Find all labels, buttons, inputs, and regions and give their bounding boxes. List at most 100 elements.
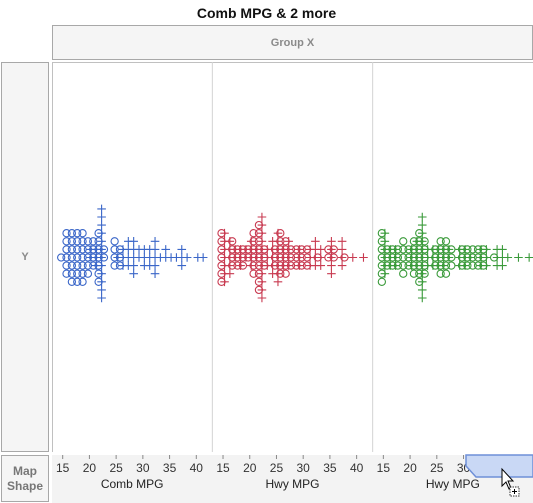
point-plus bbox=[257, 212, 267, 222]
point-plus bbox=[129, 269, 138, 278]
point-circle bbox=[110, 245, 119, 254]
point-plus bbox=[337, 253, 347, 262]
point-plus bbox=[503, 253, 513, 262]
point-plus bbox=[257, 220, 267, 230]
x-axis-label: Comb MPG bbox=[101, 477, 164, 491]
point-plus bbox=[273, 228, 283, 238]
point-plus bbox=[359, 253, 368, 262]
point-circle bbox=[67, 269, 77, 278]
point-circle bbox=[78, 237, 87, 246]
point-plus bbox=[97, 220, 106, 230]
point-plus bbox=[466, 253, 475, 262]
point-circle bbox=[67, 253, 77, 262]
point-plus bbox=[444, 245, 454, 254]
point-circle bbox=[57, 253, 66, 262]
drag-indicator[interactable] bbox=[465, 454, 533, 497]
point-plus bbox=[284, 245, 293, 254]
point-circle bbox=[67, 245, 77, 254]
y-drop-zone[interactable]: Y bbox=[1, 62, 49, 452]
point-circle bbox=[249, 229, 258, 238]
x-tick-label: 40 bbox=[350, 461, 364, 475]
point-plus bbox=[257, 269, 267, 278]
point-circle bbox=[62, 245, 71, 254]
point-plus bbox=[524, 253, 533, 262]
point-plus bbox=[482, 261, 491, 270]
point-circle bbox=[62, 237, 71, 246]
point-plus bbox=[97, 237, 106, 246]
point-circle bbox=[78, 269, 87, 278]
point-circle bbox=[399, 269, 408, 278]
x-tick-label: 20 bbox=[243, 461, 257, 475]
panel-2-marks bbox=[217, 212, 368, 303]
point-plus bbox=[316, 261, 326, 270]
point-plus bbox=[295, 245, 304, 254]
x-tick-label: 20 bbox=[83, 461, 97, 475]
point-circle bbox=[73, 269, 82, 278]
point-plus bbox=[380, 228, 390, 238]
point-plus bbox=[177, 245, 187, 254]
point-circle bbox=[281, 269, 290, 278]
point-circle bbox=[73, 253, 82, 262]
point-circle bbox=[67, 277, 77, 286]
x-tick-label: 25 bbox=[430, 461, 444, 475]
point-plus bbox=[391, 261, 400, 270]
point-plus bbox=[482, 245, 491, 254]
x-tick-label: 40 bbox=[190, 461, 204, 475]
point-plus bbox=[311, 237, 320, 246]
map-shape-drop-zone[interactable]: Map Shape bbox=[1, 455, 49, 502]
point-plus bbox=[150, 245, 160, 254]
point-circle bbox=[73, 229, 82, 238]
x-tick-label: 15 bbox=[377, 461, 391, 475]
point-plus bbox=[97, 269, 106, 278]
point-plus bbox=[417, 285, 427, 295]
point-circle bbox=[62, 229, 71, 238]
point-circle bbox=[62, 253, 71, 262]
point-plus bbox=[482, 253, 491, 262]
point-plus bbox=[417, 237, 427, 246]
point-plus bbox=[514, 253, 523, 262]
point-circle bbox=[62, 269, 71, 278]
point-plus bbox=[391, 253, 400, 262]
point-plus bbox=[380, 269, 390, 278]
point-circle bbox=[83, 269, 93, 278]
point-plus bbox=[417, 228, 427, 238]
point-circle bbox=[78, 277, 87, 286]
point-plus bbox=[295, 261, 304, 270]
point-plus bbox=[327, 269, 336, 278]
point-plus bbox=[225, 261, 235, 270]
point-plus bbox=[327, 253, 336, 262]
point-plus bbox=[236, 261, 245, 270]
point-circle bbox=[441, 237, 451, 246]
x-axis-label: Hwy MPG bbox=[426, 477, 480, 491]
point-plus bbox=[460, 261, 470, 270]
point-plus bbox=[273, 237, 283, 246]
point-plus bbox=[327, 261, 336, 270]
x-tick-label: 15 bbox=[56, 461, 70, 475]
point-circle bbox=[110, 261, 119, 270]
point-plus bbox=[246, 261, 256, 270]
panel-1-marks bbox=[57, 204, 208, 303]
point-circle bbox=[67, 237, 77, 246]
point-circle bbox=[62, 261, 71, 270]
point-plus bbox=[417, 212, 427, 222]
point-plus bbox=[316, 253, 326, 262]
panel-3-marks bbox=[377, 212, 533, 303]
point-plus bbox=[97, 261, 106, 270]
point-circle bbox=[73, 261, 82, 270]
point-plus bbox=[97, 285, 106, 295]
point-circle bbox=[67, 229, 77, 238]
point-circle bbox=[436, 269, 445, 278]
point-plus bbox=[97, 212, 106, 222]
point-plus bbox=[327, 237, 336, 246]
point-plus bbox=[284, 261, 293, 270]
point-plus bbox=[284, 237, 293, 246]
drag-highlight[interactable] bbox=[465, 454, 533, 478]
point-plus bbox=[380, 237, 390, 246]
point-plus bbox=[150, 237, 160, 246]
point-plus bbox=[161, 245, 171, 254]
point-circle bbox=[78, 229, 87, 238]
point-circle bbox=[78, 261, 87, 270]
point-circle bbox=[73, 237, 82, 246]
point-plus bbox=[220, 228, 229, 238]
point-plus bbox=[97, 228, 106, 238]
